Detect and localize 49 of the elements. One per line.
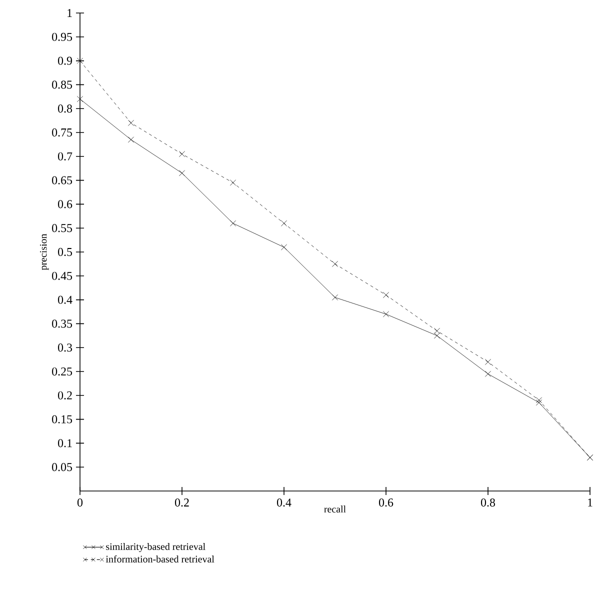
x-axis-title: recall <box>324 505 346 513</box>
x-tick-label: 0.8 <box>480 498 496 507</box>
legend-label: similarity-based retrieval <box>106 542 206 552</box>
point <box>178 170 186 176</box>
x-tick-label: 1 <box>588 498 592 506</box>
y-axis-title: precision <box>40 234 49 270</box>
y-tick-label: 0.35 <box>52 320 72 328</box>
legend-label: information-based retrieval <box>106 555 214 562</box>
y-tick-label: 0.4 <box>58 296 72 304</box>
y-tick-label: 0.7 <box>58 152 72 160</box>
y-tick-label: 0.8 <box>58 104 72 113</box>
point <box>332 294 338 300</box>
y-tick-label: 1 <box>68 9 72 17</box>
point <box>332 260 338 267</box>
point <box>76 58 84 64</box>
point <box>382 311 390 318</box>
point <box>536 400 542 406</box>
point <box>434 328 440 334</box>
y-tick-label: 0.9 <box>58 56 72 65</box>
y-tick-label: 0.05 <box>52 463 72 472</box>
point <box>230 220 236 226</box>
y-tick-label: 0.3 <box>58 344 72 352</box>
y-tick-label: 0.45 <box>52 272 72 280</box>
y-tick-label: 0.5 <box>58 248 72 256</box>
x-tick-label: 0 <box>77 498 83 507</box>
y-tick-label: 0.25 <box>52 367 72 376</box>
y-tick-label: 0.15 <box>52 415 72 424</box>
point <box>280 244 288 250</box>
y-tick-label: 0.95 <box>52 32 72 41</box>
y-tick-label: 0.1 <box>58 439 72 448</box>
y-tick-label: 0.85 <box>52 80 72 89</box>
point <box>128 136 134 143</box>
y-tick-label: 0.65 <box>52 176 72 184</box>
point <box>230 180 236 186</box>
y-tick-label: 0.2 <box>58 391 72 400</box>
x-tick-label: 0.6 <box>378 498 394 507</box>
y-tick-label: 0.6 <box>58 200 72 208</box>
y-tick-label: 0.75 <box>52 128 72 137</box>
point <box>128 120 134 126</box>
x-tick-label: 0.2 <box>174 498 189 507</box>
point <box>76 96 84 102</box>
point <box>382 292 390 298</box>
point <box>434 332 440 339</box>
point <box>484 358 492 365</box>
point <box>280 220 288 226</box>
x-tick-label: 0.4 <box>276 498 292 507</box>
y-tick-label: 0.55 <box>52 224 72 232</box>
point <box>536 397 542 404</box>
point <box>484 370 492 377</box>
